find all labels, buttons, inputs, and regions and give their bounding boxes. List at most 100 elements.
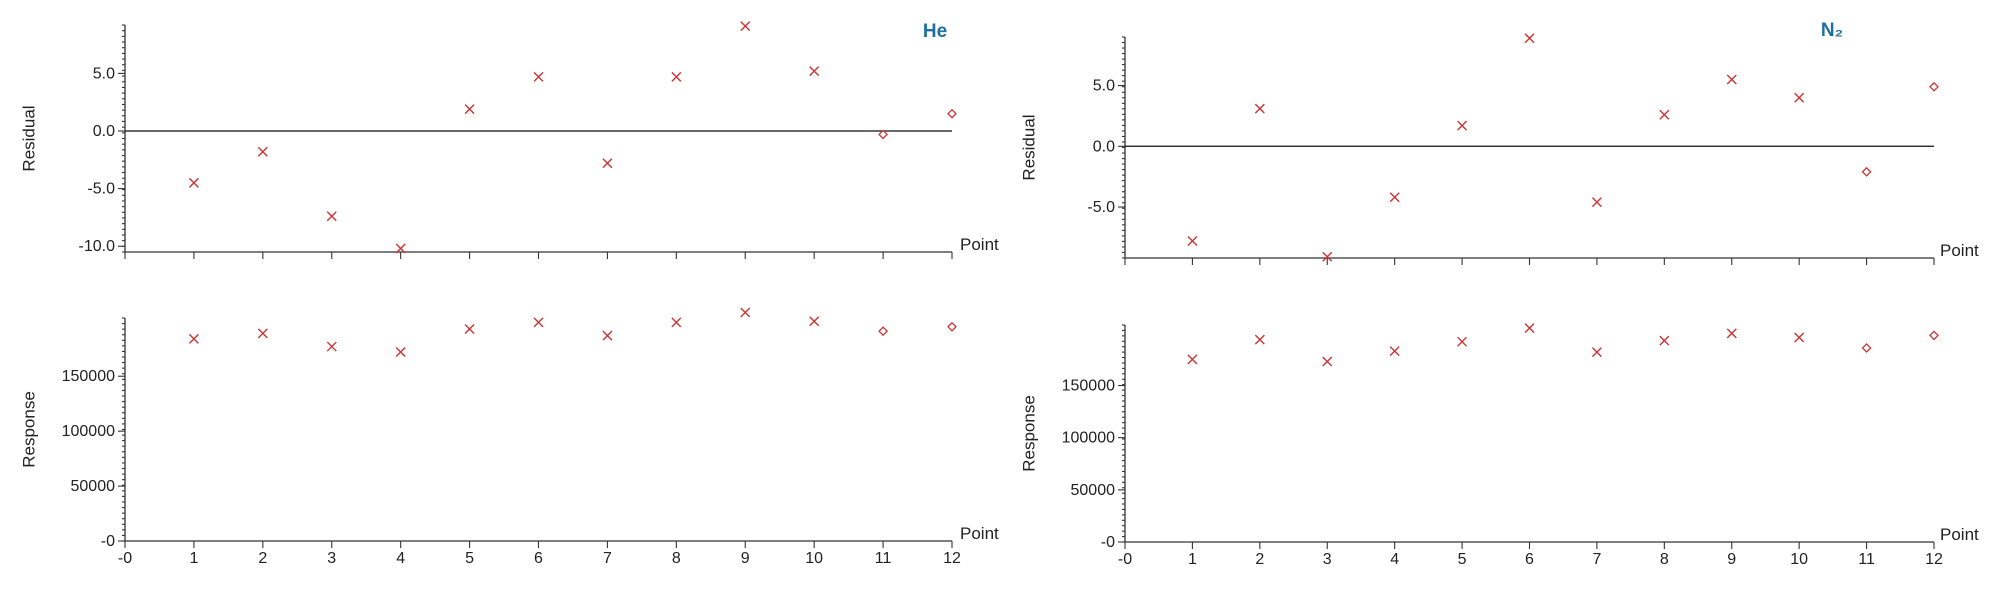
x-axis-title: Point xyxy=(1940,525,1979,544)
y-axis-title: Response xyxy=(1019,395,1038,472)
y-axis-title: Response xyxy=(19,391,38,468)
data-point-cross xyxy=(1187,236,1198,246)
y-tick-label: -0 xyxy=(1101,534,1115,551)
x-tick-label: 5 xyxy=(1458,551,1467,568)
data-point-diamond xyxy=(1861,343,1872,353)
x-tick-label: 3 xyxy=(327,550,336,567)
data-point-cross xyxy=(602,330,613,341)
y-axis-title: Residual xyxy=(1019,114,1038,180)
data-point-diamond xyxy=(1929,81,1939,92)
y-tick-label: -10.0 xyxy=(79,238,116,255)
data-point-cross xyxy=(1726,328,1737,339)
chart-panel-1: -10.0 -5.0 0.0 5.0 Residual Point He xyxy=(19,21,999,259)
data-point-cross xyxy=(257,146,268,157)
y-axis-title: Residual xyxy=(19,105,38,171)
x-tick-label: 8 xyxy=(672,550,681,567)
x-axis-title: Point xyxy=(960,524,999,543)
x-tick-label: 10 xyxy=(1790,551,1808,568)
data-point-cross xyxy=(1794,332,1805,343)
data-point-cross xyxy=(740,21,751,32)
data-point-cross xyxy=(671,71,682,82)
x-tick-label: 2 xyxy=(1255,551,1264,568)
data-point-cross xyxy=(1254,334,1265,345)
data-point-cross xyxy=(1524,323,1535,334)
data-point-cross xyxy=(533,71,544,82)
x-tick-label: 1 xyxy=(1188,551,1197,568)
x-tick-label: 1 xyxy=(189,550,198,567)
data-point-cross xyxy=(1591,197,1602,208)
y-tick-label: 50000 xyxy=(71,478,116,495)
x-tick-label: 6 xyxy=(534,550,543,567)
data-point-cross xyxy=(1322,251,1333,262)
data-point-cross xyxy=(809,66,820,77)
x-tick-label: -0 xyxy=(1118,551,1132,568)
x-tick-label: 3 xyxy=(1323,551,1332,568)
x-tick-label: 4 xyxy=(1390,551,1399,568)
x-tick-label: 11 xyxy=(875,550,892,567)
chart-panel-2: -5.0 0.0 5.0 Residual Point N₂ xyxy=(1019,20,1979,265)
y-tick-label: 50000 xyxy=(1071,482,1116,499)
x-tick-label: 7 xyxy=(1592,551,1601,568)
data-point-cross xyxy=(326,211,337,222)
x-tick-label: 9 xyxy=(1727,551,1736,568)
data-point-cross xyxy=(1457,336,1468,347)
panel-title: He xyxy=(923,21,947,42)
y-tick-label: -5.0 xyxy=(1087,199,1115,216)
x-axis-title: Point xyxy=(960,235,999,254)
data-point-diamond xyxy=(878,326,889,337)
data-point-cross xyxy=(740,307,751,318)
data-point-cross xyxy=(326,341,337,352)
data-point-diamond xyxy=(1929,330,1939,341)
data-point-cross xyxy=(1794,92,1805,103)
x-tick-label: 10 xyxy=(805,550,823,567)
data-point-cross xyxy=(188,177,199,188)
data-point-cross xyxy=(1322,356,1333,367)
data-point-cross xyxy=(1726,74,1737,85)
y-tick-label: -0 xyxy=(101,533,115,550)
y-tick-label: 0.0 xyxy=(1093,138,1115,155)
data-point-diamond xyxy=(878,129,889,140)
data-point-cross xyxy=(1591,347,1602,358)
data-point-cross xyxy=(395,243,406,254)
data-point-cross xyxy=(188,333,199,344)
x-tick-label: 2 xyxy=(258,550,267,567)
data-point-cross xyxy=(257,328,268,339)
x-tick-label: 9 xyxy=(741,550,750,567)
x-tick-label: 4 xyxy=(396,550,405,567)
data-point-cross xyxy=(533,317,544,328)
data-point-cross xyxy=(809,316,820,327)
x-axis-title: Point xyxy=(1940,241,1979,260)
panel-title: N₂ xyxy=(1821,20,1843,41)
x-tick-label: -0 xyxy=(118,550,132,567)
data-point-cross xyxy=(1389,192,1400,203)
data-point-cross xyxy=(464,104,475,115)
y-tick-label: 100000 xyxy=(1062,430,1115,447)
x-tick-label: 7 xyxy=(603,550,612,567)
data-point-cross xyxy=(1659,109,1670,120)
y-tick-label: 0.0 xyxy=(93,123,115,140)
data-point-diamond xyxy=(947,108,957,119)
x-tick-label: 12 xyxy=(1925,551,1943,568)
x-tick-label: 5 xyxy=(465,550,474,567)
data-point-cross xyxy=(1659,335,1670,346)
x-tick-label: 11 xyxy=(1858,551,1875,568)
y-tick-label: -5.0 xyxy=(87,181,115,198)
data-point-cross xyxy=(602,158,613,169)
x-tick-label: 8 xyxy=(1660,551,1669,568)
y-tick-label: 5.0 xyxy=(1093,78,1115,95)
data-point-cross xyxy=(671,317,682,328)
data-point-diamond xyxy=(1861,166,1872,177)
y-tick-label: 150000 xyxy=(1062,378,1115,395)
data-point-diamond xyxy=(947,321,957,332)
data-point-cross xyxy=(464,323,475,334)
y-tick-label: 5.0 xyxy=(93,65,115,82)
data-point-cross xyxy=(1389,346,1400,357)
data-point-cross xyxy=(1254,103,1265,114)
x-tick-label: 12 xyxy=(943,550,961,567)
y-tick-label: 100000 xyxy=(62,423,115,440)
y-tick-label: 150000 xyxy=(62,368,115,385)
data-point-cross xyxy=(1457,120,1468,131)
